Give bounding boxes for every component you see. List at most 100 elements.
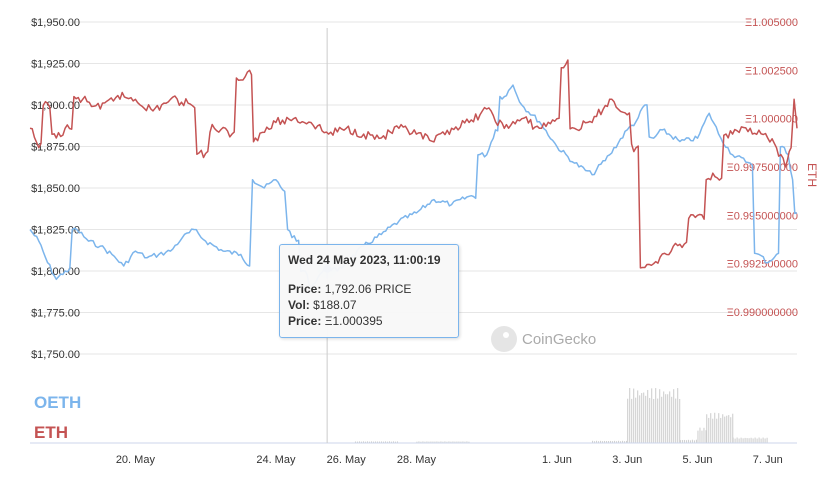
volume-bar xyxy=(596,440,598,443)
volume-bar xyxy=(358,441,360,443)
volume-bar xyxy=(756,438,758,443)
volume-bar xyxy=(754,437,756,443)
x-axis: 20. May 24. May 26. May 28. May 1. Jun 3. Jun… xyxy=(116,454,783,466)
volume-bar xyxy=(440,441,442,443)
volume-bar xyxy=(665,394,667,443)
right-tick-label: Ξ1.000000 xyxy=(745,114,798,126)
volume-bar xyxy=(392,441,394,443)
volume-bar xyxy=(681,440,683,443)
volume-bar xyxy=(384,441,386,443)
tooltip-price2-row: Price: Ξ1.000395 xyxy=(288,313,450,329)
left-tick-label: $1,800.00 xyxy=(31,266,80,278)
volume-bar xyxy=(356,441,358,443)
volume-bar xyxy=(718,413,720,443)
volume-bar xyxy=(462,441,464,443)
volume-bar xyxy=(362,441,364,443)
volume-bar xyxy=(430,441,432,443)
volume-bar xyxy=(428,441,430,443)
coingecko-watermark: CoinGecko xyxy=(491,326,596,352)
volume-bar xyxy=(420,441,422,443)
volume-bar xyxy=(622,440,624,443)
legend-eth[interactable]: ETH xyxy=(34,423,68,442)
volume-bar xyxy=(372,441,374,443)
volume-bar xyxy=(645,395,647,443)
volume-bar xyxy=(675,398,677,443)
volume-bar xyxy=(732,413,734,443)
volume-bar xyxy=(703,427,705,443)
volume-bar xyxy=(726,415,728,443)
volume-bar xyxy=(594,441,596,443)
volume-bar xyxy=(366,441,368,443)
volume-bar xyxy=(659,389,661,443)
volume-bar xyxy=(667,394,669,443)
x-tick-label: 26. May xyxy=(327,454,367,466)
right-tick-label: Ξ1.002500 xyxy=(745,65,798,77)
series-line-eth[interactable] xyxy=(29,59,798,269)
volume-bar xyxy=(382,441,384,443)
volume-bar xyxy=(651,388,653,443)
volume-bar xyxy=(677,388,679,443)
tooltip-price2-value: Ξ1.000395 xyxy=(324,314,383,328)
x-tick-label: 28. May xyxy=(397,454,437,466)
volume-bar xyxy=(378,441,380,443)
volume-bar xyxy=(633,388,635,443)
volume-bar xyxy=(762,437,764,443)
volume-bar xyxy=(637,390,639,443)
series-lines xyxy=(29,59,798,289)
left-tick-label: $1,775.00 xyxy=(31,308,80,320)
volume-bar xyxy=(602,441,604,443)
volume-bar xyxy=(598,441,600,443)
right-tick-label: Ξ1.005000 xyxy=(745,17,798,29)
volume-bar xyxy=(592,440,594,443)
series-line-oeth[interactable] xyxy=(29,84,798,289)
x-tick-label: 1. Jun xyxy=(542,454,572,466)
volume-bar xyxy=(368,441,370,443)
volume-bar xyxy=(701,430,703,443)
volume-bar xyxy=(386,441,388,443)
volume-bar xyxy=(464,441,466,443)
legend-oeth[interactable]: OETH xyxy=(34,393,82,412)
volume-bar xyxy=(394,441,396,443)
volume-bar xyxy=(699,427,701,443)
tooltip-vol-label: Vol: xyxy=(288,298,310,312)
volume-bar xyxy=(689,440,691,443)
right-tick-label: Ξ0.990000000 xyxy=(727,307,798,319)
volume-bar xyxy=(641,393,643,443)
volume-bar xyxy=(720,417,722,443)
volume-bar xyxy=(730,417,732,443)
volume-bar xyxy=(661,396,663,443)
x-tick-label: 24. May xyxy=(256,454,296,466)
volume-bar xyxy=(460,441,462,443)
volume-bar xyxy=(606,441,608,443)
volume-bar xyxy=(448,441,450,443)
volume-bar xyxy=(618,440,620,443)
volume-bar xyxy=(734,438,736,443)
volume-bar xyxy=(683,439,685,443)
x-tick-label: 5. Jun xyxy=(682,454,712,466)
volume-bar xyxy=(454,441,456,443)
left-tick-label: $1,950.00 xyxy=(31,17,80,29)
volume-bar xyxy=(687,439,689,443)
volume-bar xyxy=(418,441,420,443)
volume-bar xyxy=(456,441,458,443)
volume-bar xyxy=(706,414,708,443)
volume-bar xyxy=(679,440,681,443)
volume-bar xyxy=(452,441,454,443)
volume-bar xyxy=(691,439,693,443)
volume-bar xyxy=(766,437,768,443)
x-tick-label: 7. Jun xyxy=(753,454,783,466)
volume-bar xyxy=(424,441,426,443)
volume-bar xyxy=(764,438,766,443)
right-axis-title: ETH xyxy=(805,163,819,187)
tooltip-vol-value: $188.07 xyxy=(313,298,357,312)
tooltip: Wed 24 May 2023, 11:00:19 Price: 1,792.0… xyxy=(279,244,459,338)
tooltip-title: Wed 24 May 2023, 11:00:19 xyxy=(288,253,441,267)
volume-bar xyxy=(436,441,438,443)
volume-bar xyxy=(444,441,446,443)
volume-bar xyxy=(653,398,655,443)
volume-bar xyxy=(693,440,695,443)
volume-bar xyxy=(708,417,710,443)
volume-bar xyxy=(685,440,687,443)
volume-bar xyxy=(679,398,681,443)
